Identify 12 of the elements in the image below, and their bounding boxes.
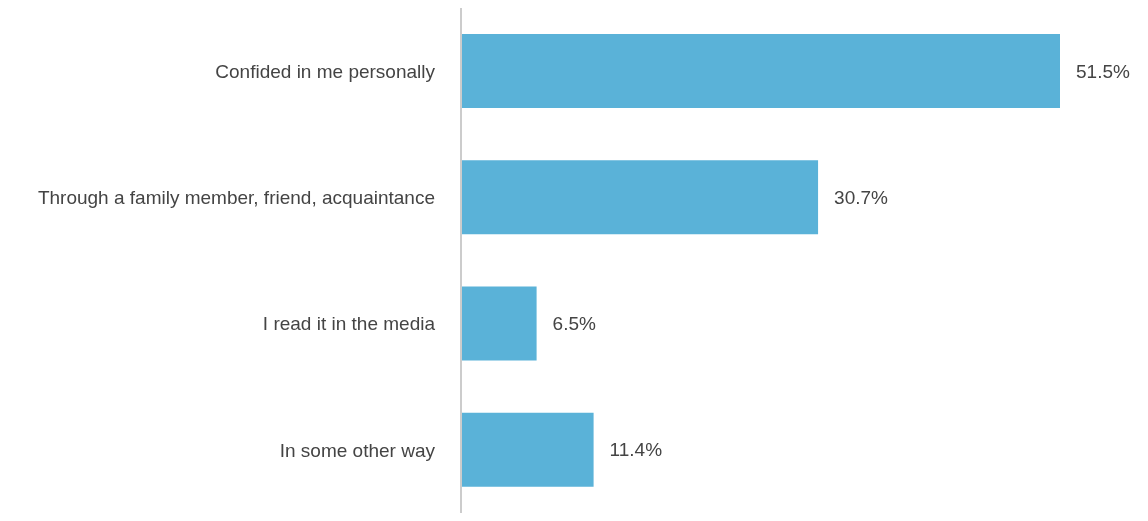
- y-tick-label: I read it in the media: [262, 313, 436, 335]
- y-tick-label: Confided in me personally: [215, 60, 436, 82]
- bar: [461, 34, 1060, 108]
- data-label: 30.7%: [834, 186, 889, 208]
- bar: [461, 286, 537, 361]
- bar: [461, 412, 594, 487]
- bar: [461, 160, 819, 235]
- y-tick-label: In some other way: [279, 439, 436, 461]
- data-label: 11.4%: [609, 439, 663, 461]
- y-tick-label: Through a family member, friend, acquaintance: [37, 187, 435, 209]
- data-label: 51.5%: [1076, 60, 1130, 82]
- data-label: 6.5%: [552, 313, 597, 334]
